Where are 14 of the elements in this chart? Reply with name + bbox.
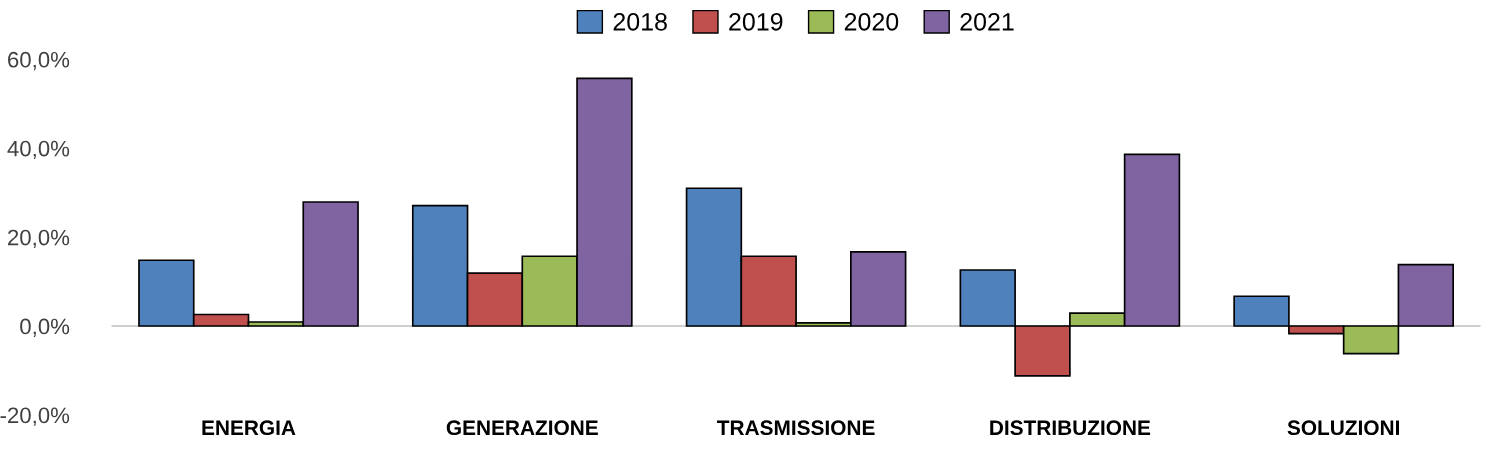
x-tick-label: DISTRIBUZIONE [990,420,1151,436]
y-tick-label: 40,0% [7,140,70,160]
y-tick-label: 20,0% [8,229,70,249]
x-tick-label: TRASMISSIONE [717,420,875,436]
x-tick-label: ENERGIA [202,420,296,436]
x-tick-label: GENERAZIONE [446,420,598,436]
y-tick-label: -20,0% [0,407,70,426]
y-tick-label: 60,0% [8,51,70,71]
legend-label: 2020 [844,12,899,31]
legend-label: 2019 [729,12,783,31]
x-tick-label: SOLUZIONI [1287,420,1399,436]
y-tick-label: 0,0% [20,318,70,337]
legend-label: 2021 [960,12,1014,31]
legend-label: 2018 [613,12,667,31]
